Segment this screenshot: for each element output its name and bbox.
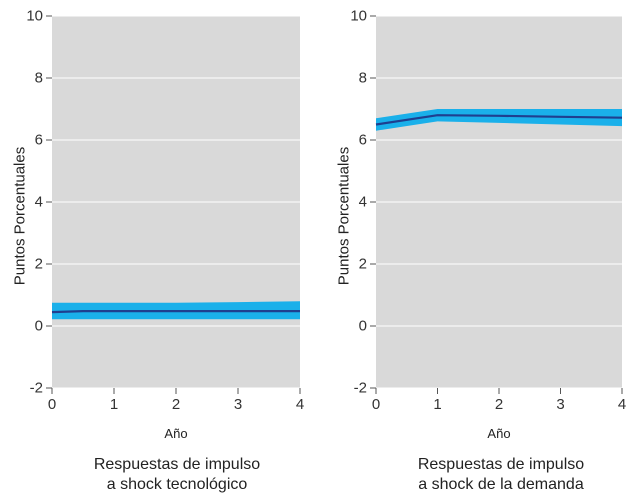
right-y-tick-label: 10 xyxy=(350,8,367,25)
right-y-tick-label: 8 xyxy=(359,70,367,87)
right-y-tick-label: 0 xyxy=(359,318,367,335)
caption-right-line-1: Respuestas de impulso xyxy=(356,455,626,475)
caption-left-line-2: a shock tecnológico xyxy=(32,475,322,495)
left-y-tick-label: -2 xyxy=(30,380,43,397)
left-x-tick-label: 1 xyxy=(110,396,118,413)
right-x-axis-label: Año xyxy=(487,426,510,441)
left-y-tick-label: 2 xyxy=(35,256,43,273)
left-x-tick-label: 2 xyxy=(172,396,180,413)
caption-left: Respuestas de impulso a shock tecnológic… xyxy=(32,455,322,495)
left-y-tick-label: 6 xyxy=(35,132,43,149)
left-y-tick-label: 4 xyxy=(35,194,43,211)
right-y-tick-label: 4 xyxy=(359,194,367,211)
right-x-tick-label: 1 xyxy=(433,396,441,413)
right-x-tick-label: 0 xyxy=(372,396,380,413)
right-y-axis-label: Puntos Porcentuales xyxy=(336,147,353,285)
left-x-axis-label: Año xyxy=(164,426,187,441)
right-y-tick-label: 6 xyxy=(359,132,367,149)
right-x-tick-label: 3 xyxy=(556,396,564,413)
left-y-axis-label: Puntos Porcentuales xyxy=(12,147,29,285)
left-x-tick-label: 3 xyxy=(234,396,242,413)
right-y-tick-label: -2 xyxy=(354,380,367,397)
left-x-tick-label: 4 xyxy=(296,396,304,413)
left-chart: -2 0 2 4 6 8 10 0 1 2 3 4 Año Puntos Porcentuales xyxy=(12,8,305,442)
right-x-tick-label: 4 xyxy=(618,396,626,413)
left-y-tick-label: 10 xyxy=(26,8,43,25)
caption-right-line-2: a shock de la demanda xyxy=(356,475,626,495)
left-response-line xyxy=(52,311,300,312)
caption-right: Respuestas de impulso a shock de la dema… xyxy=(356,455,626,495)
right-chart: -2 0 2 4 6 8 10 0 1 2 3 4 Año Puntos Porcentuales xyxy=(336,8,626,442)
right-x-tick-label: 2 xyxy=(495,396,503,413)
left-y-tick-label: 8 xyxy=(35,70,43,87)
caption-left-line-1: Respuestas de impulso xyxy=(32,455,322,475)
left-y-tick-label: 0 xyxy=(35,318,43,335)
right-y-tick-label: 2 xyxy=(359,256,367,273)
left-x-tick-label: 0 xyxy=(48,396,56,413)
